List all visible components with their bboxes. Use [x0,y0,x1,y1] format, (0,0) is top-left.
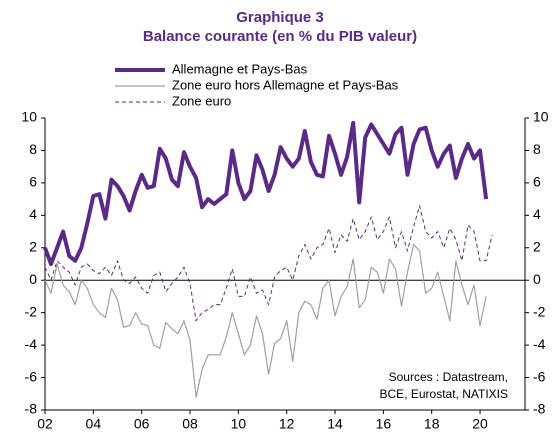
x-tick-label: 08 [182,416,198,432]
legend-label: Zone euro [172,93,231,108]
y-tick-label: -6 [25,368,38,384]
series-line [43,120,489,266]
y2-tick-label: 4 [533,206,541,222]
y2-tick-label: -2 [533,303,546,319]
x-tick-label: 12 [279,416,295,432]
annotation: BCE, Eurostat, NATIXIS [380,387,508,401]
legend-label: Zone euro hors Allemagne et Pays-Bas [172,77,399,92]
y-tick-label: 2 [29,238,37,254]
x-tick-label: 10 [231,416,247,432]
y-tick-label: -2 [25,303,38,319]
x-tick-label: 20 [472,416,488,432]
y2-tick-label: 0 [533,271,541,287]
x-tick-label: 04 [86,416,102,432]
y-tick-label: 10 [21,109,37,125]
y-tick-label: -8 [25,401,38,417]
x-tick-label: 18 [424,416,440,432]
y2-tick-label: 8 [533,141,541,157]
x-tick-label: 06 [134,416,150,432]
chart-title: Graphique 3 [236,9,324,26]
y-tick-label: -4 [25,336,38,352]
y-tick-label: 6 [29,174,37,190]
y2-tick-label: 2 [533,238,541,254]
y2-tick-label: -8 [533,401,546,417]
y-tick-label: 8 [29,141,37,157]
y2-tick-label: -6 [533,368,546,384]
legend-label: Allemagne et Pays-Bas [172,61,308,76]
x-tick-label: 02 [37,416,53,432]
annotation: Sources : Datastream, [389,370,508,384]
y2-tick-label: -4 [533,336,546,352]
y2-tick-label: 10 [533,109,549,125]
y-tick-label: 0 [29,271,37,287]
y2-tick-label: 6 [533,174,541,190]
x-tick-label: 16 [376,416,392,432]
x-tick-label: 14 [327,416,343,432]
series-line [44,205,493,322]
y-tick-label: 4 [29,206,37,222]
series-line [44,243,487,398]
chart-title: Balance courante (en % du PIB valeur) [143,28,417,45]
